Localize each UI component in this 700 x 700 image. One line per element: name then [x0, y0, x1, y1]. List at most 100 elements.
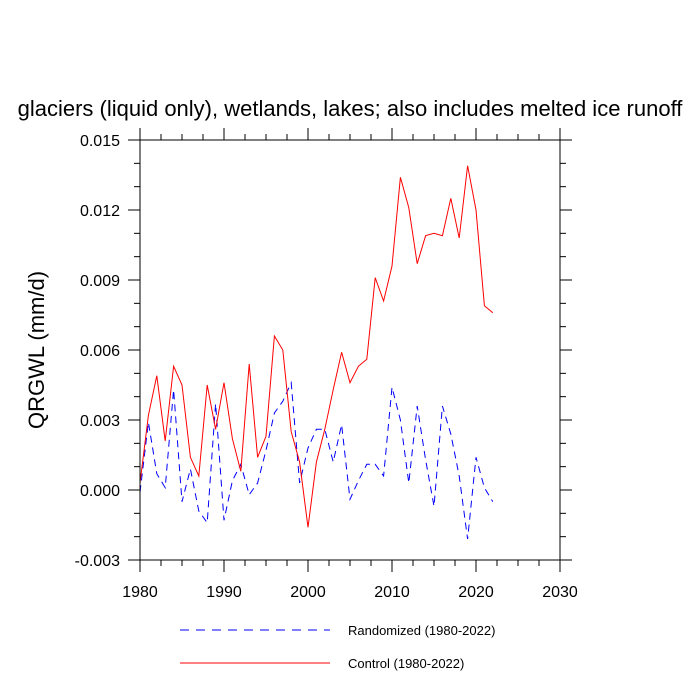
data-point: [316, 429, 317, 430]
x-tick-labels: 1980 1990 2000 2010 2020 2030: [122, 584, 578, 601]
y-axis-label: QRGWL (mm/d): [24, 271, 49, 429]
data-point: [181, 501, 182, 502]
data-point: [341, 352, 342, 353]
data-point: [190, 468, 191, 469]
data-point: [349, 499, 350, 500]
data-point: [433, 233, 434, 234]
y-tick-label: 0.009: [80, 273, 120, 290]
data-point: [148, 415, 149, 416]
data-point: [282, 349, 283, 350]
data-point: [484, 305, 485, 306]
axis-ticks: [128, 128, 572, 572]
data-point: [433, 506, 434, 507]
x-tick-label: 2010: [374, 584, 410, 601]
data-point: [450, 198, 451, 199]
data-point: [417, 263, 418, 264]
data-point: [450, 433, 451, 434]
data-point: [442, 405, 443, 406]
x-tick-label: 2020: [458, 584, 494, 601]
data-point: [341, 424, 342, 425]
data-point: [383, 300, 384, 301]
data-point: [156, 375, 157, 376]
data-point: [307, 447, 308, 448]
data-point: [215, 403, 216, 404]
data-point: [257, 457, 258, 458]
data-point: [165, 440, 166, 441]
data-point: [265, 436, 266, 437]
data-point: [291, 382, 292, 383]
data-point: [492, 312, 493, 313]
data-point: [408, 207, 409, 208]
y-tick-labels: -0.003 0.000 0.003 0.006 0.009 0.012 0.015: [75, 133, 120, 570]
data-point: [459, 237, 460, 238]
data-point: [207, 522, 208, 523]
x-tick-label: 2030: [542, 584, 578, 601]
chart-title-text: glaciers (liquid only), wetlands, lakes;…: [18, 96, 684, 121]
data-point: [223, 382, 224, 383]
data-point: [366, 464, 367, 465]
legend-label: Control (1980-2022): [348, 656, 464, 671]
data-point: [198, 475, 199, 476]
data-point: [358, 366, 359, 367]
x-tick-label: 2000: [290, 584, 326, 601]
data-point: [173, 389, 174, 390]
data-point: [408, 482, 409, 483]
data-point: [484, 487, 485, 488]
data-point: [467, 165, 468, 166]
data-point: [215, 429, 216, 430]
data-point: [425, 235, 426, 236]
series-line-randomized: [139, 380, 494, 540]
data-point: [257, 482, 258, 483]
data-point: [417, 405, 418, 406]
data-point: [366, 359, 367, 360]
x-tick-label: 1980: [122, 584, 158, 601]
data-point: [467, 538, 468, 539]
data-point: [291, 431, 292, 432]
data-point: [333, 389, 334, 390]
data-point: [425, 459, 426, 460]
data-point: [400, 177, 401, 178]
data-point: [282, 401, 283, 402]
data-point: [475, 457, 476, 458]
y-tick-label: 0.015: [80, 133, 120, 150]
data-point: [165, 487, 166, 488]
data-point: [274, 335, 275, 336]
series-layer: [139, 165, 494, 540]
data-point: [240, 471, 241, 472]
data-point: [223, 520, 224, 521]
y-tick-label: -0.003: [75, 553, 120, 570]
data-point: [400, 419, 401, 420]
legend-label: Randomized (1980-2022): [348, 623, 495, 638]
data-point: [375, 277, 376, 278]
data-point: [156, 473, 157, 474]
data-point: [274, 412, 275, 413]
x-tick-label: 1990: [206, 584, 242, 601]
data-point: [307, 527, 308, 528]
data-point: [181, 384, 182, 385]
data-point: [391, 265, 392, 266]
data-point: [383, 475, 384, 476]
data-point: [173, 366, 174, 367]
data-point: [358, 480, 359, 481]
data-point: [299, 461, 300, 462]
y-tick-label: 0.012: [80, 203, 120, 220]
y-tick-label: 0.000: [80, 483, 120, 500]
data-point: [232, 480, 233, 481]
data-point: [375, 464, 376, 465]
data-point: [232, 438, 233, 439]
legend: Randomized (1980-2022) Control (1980-2022…: [180, 623, 495, 671]
series-line-control: [139, 165, 494, 528]
chart-title: glaciers (liquid only), wetlands, lakes;…: [18, 96, 684, 121]
data-point: [249, 494, 250, 495]
data-point: [190, 457, 191, 458]
data-point: [249, 363, 250, 364]
data-point: [442, 235, 443, 236]
data-point: [391, 387, 392, 388]
data-point: [299, 482, 300, 483]
data-point: [207, 384, 208, 385]
data-point: [333, 461, 334, 462]
y-tick-label: 0.006: [80, 343, 120, 360]
plot-frame: [139, 139, 561, 561]
data-point: [349, 382, 350, 383]
